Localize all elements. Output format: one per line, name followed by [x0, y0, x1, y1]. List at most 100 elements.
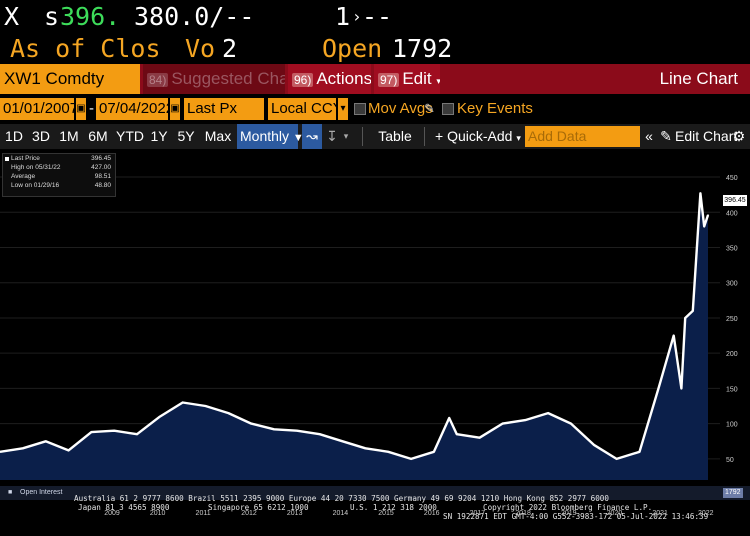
x-tick-label: 2013	[286, 510, 303, 517]
function-toolbar: XW1 Comdty 84)Suggested Charts 96)Action…	[0, 64, 750, 94]
legend-last-price-value: 396.45	[91, 155, 111, 162]
period-1y[interactable]: 1Y	[150, 128, 168, 144]
legend-average-value: 98.51	[94, 173, 111, 180]
ticker-field[interactable]: XW1 Comdty	[0, 64, 140, 94]
x-tick-label: 2015	[378, 510, 394, 517]
footer-us: U.S. 1 212 318 2000	[350, 503, 437, 512]
chevron-right-icon: ›	[352, 7, 362, 26]
period-1d[interactable]: 1D	[5, 128, 23, 144]
quick-add-button[interactable]: + Quick-Add ▾	[435, 124, 521, 149]
data-point	[478, 436, 481, 439]
data-point	[387, 451, 390, 453]
collapse-icon[interactable]: ■	[8, 489, 13, 496]
data-point	[227, 412, 230, 414]
edit-chart-button[interactable]: Edit Chart	[675, 128, 738, 144]
x-tick-label: 2009	[104, 510, 120, 517]
key-events-checkbox[interactable]	[442, 103, 454, 115]
x-tick-label: 2016	[423, 510, 440, 517]
data-point	[703, 225, 705, 228]
toolbar-divider	[362, 127, 363, 146]
data-point	[341, 440, 344, 443]
data-point	[501, 422, 504, 425]
field-select[interactable]: Last Px	[184, 98, 264, 120]
last-value-tag: 396.45	[723, 195, 747, 206]
data-point	[22, 447, 24, 450]
gear-icon[interactable]: ⚙	[732, 128, 746, 144]
legend-average: Average	[11, 173, 36, 180]
price-chart[interactable]: 50 100 150 200 250 300 350 400 450	[0, 152, 750, 536]
period-1m[interactable]: 1M	[59, 128, 79, 144]
suggested-charts-button[interactable]: 84)Suggested Charts	[143, 64, 285, 94]
data-point	[524, 419, 527, 421]
chart-legend: Last Price 396.45 High on 05/31/22 427.0…	[2, 153, 116, 197]
quote-subheader: As of Clos Vo 2 Open 1792	[0, 34, 750, 64]
open-label: Open	[322, 34, 383, 63]
calendar-icon[interactable]: ▣	[170, 98, 180, 120]
period-6m[interactable]: 6M	[88, 128, 108, 144]
toolbar-divider	[424, 127, 425, 146]
period-ytd[interactable]: YTD	[116, 128, 144, 144]
data-point	[318, 433, 321, 436]
data-point	[113, 429, 115, 432]
pencil-icon[interactable]: ✎	[424, 101, 435, 116]
plus-icon: +	[435, 128, 444, 144]
caret-down-icon: ▾	[436, 76, 440, 86]
y-tick-label: 150	[726, 386, 738, 393]
caret-down-icon[interactable]: ▾	[343, 131, 349, 141]
edit-label: Edit	[402, 69, 432, 88]
suggested-number: 84)	[147, 73, 169, 87]
data-point	[159, 415, 161, 418]
data-point	[204, 405, 207, 407]
open-interest-strip: ■ Open Interest 1792	[0, 486, 750, 500]
data-point	[273, 428, 275, 431]
spread-label: s	[44, 2, 60, 31]
size-value: 1	[335, 2, 351, 31]
y-tick-label: 450	[726, 175, 738, 182]
frequency-label: Monthly	[240, 128, 290, 144]
mov-avgs-label[interactable]: Mov Avgs	[368, 100, 433, 117]
end-date-input[interactable]: 07/04/2022	[96, 98, 174, 120]
data-point	[684, 317, 686, 319]
data-point	[672, 334, 675, 337]
y-tick-label: 200	[726, 351, 738, 358]
quote-header: X s 396. 380.0/-- 1 › --	[0, 0, 750, 34]
bar-style-icon[interactable]: ↧	[326, 128, 338, 144]
volume-value: 2	[222, 34, 238, 63]
add-data-input[interactable]: Add Data	[525, 126, 640, 147]
key-events-label[interactable]: Key Events	[457, 100, 533, 117]
edit-number: 97)	[378, 73, 400, 87]
x-tick-label: 2014	[332, 510, 349, 517]
actions-menu-button[interactable]: 96)Actions ▾	[288, 64, 371, 94]
volume-label: Vo	[185, 34, 216, 63]
caret-down-icon[interactable]: ▾	[338, 98, 348, 120]
legend-swatch	[5, 157, 9, 161]
edit-menu-button[interactable]: 97) Edit ▾	[374, 64, 440, 94]
actions-label: Actions	[316, 69, 371, 88]
legend-high-value: 427.00	[91, 164, 111, 171]
period-max[interactable]: Max	[204, 128, 232, 144]
size-tail: --	[362, 2, 393, 31]
start-date-input[interactable]: 01/01/2007	[0, 98, 78, 120]
caret-down-icon: ▼	[292, 132, 304, 144]
period-5y[interactable]: 5Y	[177, 128, 195, 144]
calendar-icon[interactable]: ▣	[76, 98, 86, 120]
suggested-label: Suggested Charts	[171, 69, 285, 88]
date-range-toolbar: 01/01/2007 ▣ - 07/04/2022 ▣ Last Px Loca…	[0, 96, 750, 122]
currency-select[interactable]: Local CCY	[268, 98, 343, 120]
y-tick-label: 350	[726, 246, 738, 253]
collapse-arrows-icon[interactable]: «	[645, 128, 653, 144]
frequency-select[interactable]: Monthly ▼	[237, 124, 304, 149]
period-3d[interactable]: 3D	[32, 128, 50, 144]
line-chart-icon[interactable]: ↝	[302, 124, 322, 149]
price-line	[0, 192, 710, 461]
table-button[interactable]: Table	[378, 128, 412, 144]
security-prefix: X	[4, 2, 20, 31]
legend-label: Last Price	[11, 155, 40, 162]
y-tick-label: 400	[726, 210, 738, 217]
open-value: 1792	[392, 34, 453, 63]
data-point	[593, 444, 595, 446]
actions-number: 96)	[292, 73, 314, 87]
pencil-icon[interactable]: ✎	[660, 128, 672, 144]
data-point	[570, 422, 572, 425]
mov-avgs-checkbox[interactable]	[354, 103, 366, 115]
